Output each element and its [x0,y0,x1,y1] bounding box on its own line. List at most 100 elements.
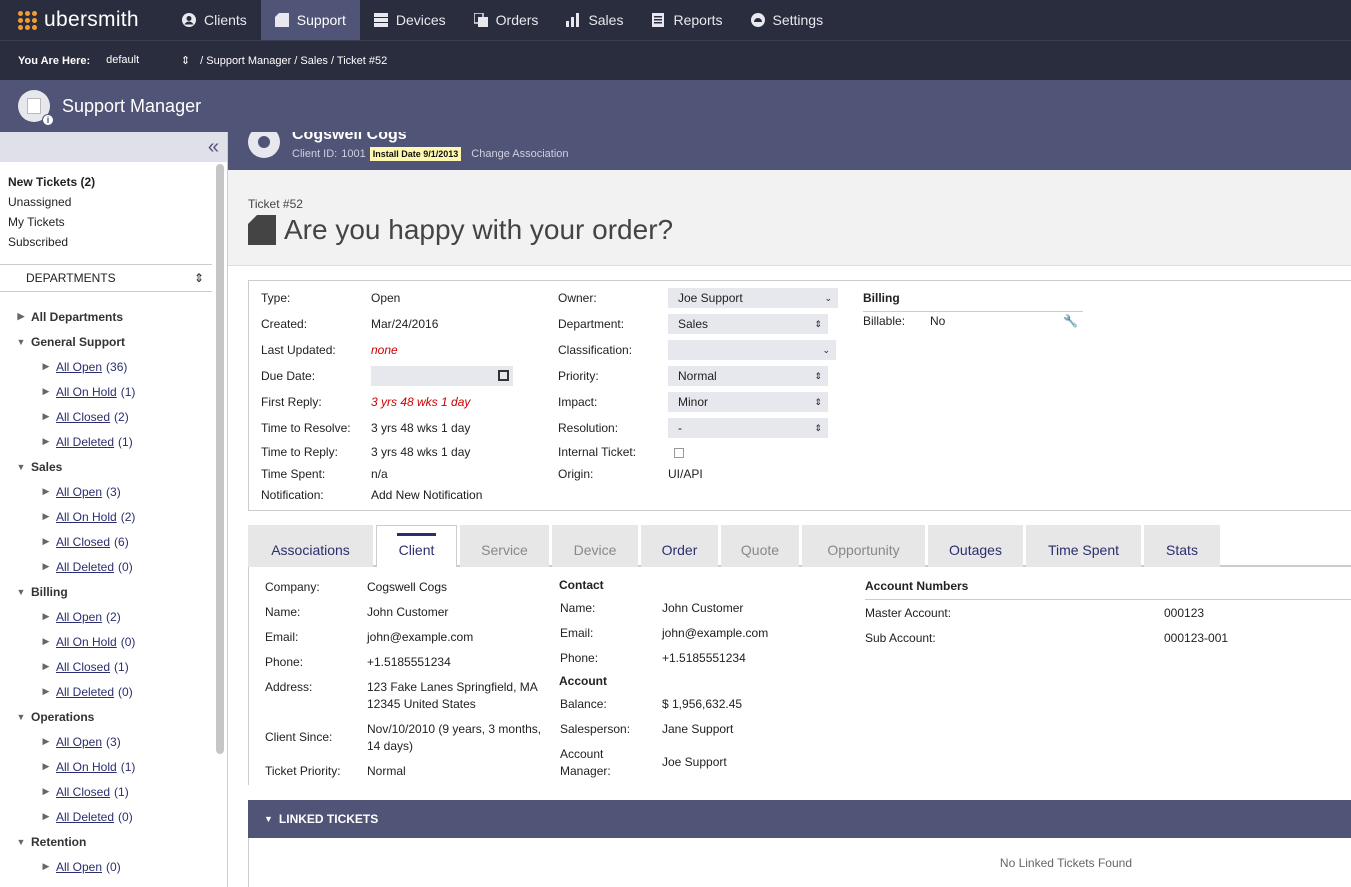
caret-right-icon[interactable]: ▶ [42,861,50,871]
tab-service[interactable]: Service [460,525,549,567]
name-label: Name: [265,605,301,619]
caret-right-icon[interactable]: ▶ [42,436,50,446]
priority-select[interactable]: Normal ⇕ [668,366,828,386]
caret-right-icon[interactable]: ▶ [42,661,50,671]
tree-department[interactable]: ▼ Sales [0,454,227,479]
caret-right-icon[interactable]: ▶ [42,686,50,696]
caret-right-icon[interactable]: ▶ [42,411,50,421]
company-link[interactable]: Cogswell Cogs [367,580,448,594]
queue-link[interactable]: All Deleted [56,809,115,824]
tab-stats[interactable]: Stats [1144,525,1220,567]
queue-link[interactable]: All Open [56,484,103,499]
queue-link[interactable]: All On Hold [56,509,117,524]
caret-right-icon[interactable]: ▶ [42,811,50,821]
add-notification-link[interactable]: Add New Notification [371,488,483,502]
owner-select[interactable]: Joe Support ⌄ [668,288,838,308]
sub-account-label: Sub Account: [865,631,936,645]
caret-right-icon[interactable]: ▶ [42,386,50,396]
tab-opportunity[interactable]: Opportunity [802,525,925,567]
classification-select[interactable]: ⌄ [668,340,836,360]
tab-associations[interactable]: Associations [248,525,373,567]
tab-device[interactable]: Device [552,525,638,567]
nav-devices[interactable]: Devices [360,0,460,40]
notification-label: Notification: [261,488,324,502]
time-to-reply-label: Time to Reply: [261,445,338,459]
sidebar-item-unassigned[interactable]: Unassigned [8,195,72,209]
nav-reports[interactable]: Reports [637,0,736,40]
tree-department[interactable]: ▼ Operations [0,704,227,729]
client-id-link[interactable]: 1001 [341,148,366,160]
linked-tickets-header[interactable]: ▼ LINKED TICKETS [248,800,1351,838]
breadcrumb-path[interactable]: / Support Manager / Sales / Ticket #52 [200,54,388,67]
queue-link[interactable]: All Open [56,859,103,874]
caret-right-icon[interactable]: ▶ [42,761,50,771]
queue-link[interactable]: All On Hold [56,634,117,649]
queue-link[interactable]: All Open [56,734,103,749]
tree-label: Sales [31,459,63,474]
tree-queue: ▶ All Open (2) [0,604,227,629]
impact-value: Minor [678,395,709,409]
ticket-number-link[interactable]: 52 [289,197,303,211]
caret-right-icon[interactable]: ▶ [42,636,50,646]
queue-link[interactable]: All Closed [56,409,111,424]
departments-select[interactable]: DEPARTMENTS ⇕ [0,264,212,292]
nav-orders[interactable]: Orders [460,0,553,40]
caret-right-icon[interactable]: ▶ [42,611,50,621]
nav-sales[interactable]: Sales [552,0,637,40]
caret-right-icon[interactable]: ▶ [42,786,50,796]
logo-dots-icon [18,10,37,30]
nav-support[interactable]: Support [260,0,360,40]
caret-right-icon[interactable]: ▶ [42,536,50,546]
tab-outages[interactable]: Outages [928,525,1023,567]
tree-department[interactable]: ▼ Retention [0,829,227,854]
tab-quote[interactable]: Quote [721,525,799,567]
collapse-sidebar-button[interactable]: « [0,132,227,162]
contact-email-link[interactable]: john@example.com [662,626,769,640]
calendar-icon[interactable] [498,370,509,381]
change-association-link[interactable]: Change Association [471,148,569,160]
sidebar-item-my-tickets[interactable]: My Tickets [8,215,65,229]
queue-link[interactable]: All Closed [56,534,111,549]
brand-select[interactable]: default ⇕ [106,54,190,67]
tab-label: Time Spent [1047,542,1120,558]
nav-clients[interactable]: Clients [168,0,261,40]
queue-link[interactable]: All Deleted [56,434,115,449]
caret-right-icon[interactable]: ▶ [42,511,50,521]
caret-right-icon[interactable]: ▶ [42,736,50,746]
queue-link[interactable]: All On Hold [56,759,117,774]
tree-department[interactable]: ▼ General Support [0,329,227,354]
queue-link[interactable]: All Closed [56,784,111,799]
tree-department[interactable]: ▼ Billing [0,579,227,604]
department-select[interactable]: Sales ⇕ [668,314,828,334]
queue-link[interactable]: All Closed [56,659,111,674]
wrench-icon[interactable]: 🔧 [1063,314,1078,328]
ubersmith-logo[interactable]: ubersmith [0,0,168,40]
queue-link[interactable]: All On Hold [56,384,117,399]
caret-right-icon[interactable]: ▶ [42,361,50,371]
caret-right-icon[interactable]: ▶ [42,486,50,496]
billable-value: No [930,314,946,328]
tree-all-departments[interactable]: ▶ All Departments [0,304,227,329]
queue-link[interactable]: All Deleted [56,559,115,574]
queue-link[interactable]: All Open [56,609,103,624]
sidebar-item-new-tickets[interactable]: New Tickets (2) [8,175,96,189]
nav-settings[interactable]: Settings [737,0,838,40]
queue-link[interactable]: All Open [56,359,103,374]
owner-label: Owner: [558,291,597,305]
email-link[interactable]: john@example.com [367,630,474,644]
master-account-value: 000123 [1164,606,1205,620]
impact-select[interactable]: Minor ⇕ [668,392,828,412]
sidebar-item-subscribed[interactable]: Subscribed [8,235,69,249]
tab-client[interactable]: Client [376,525,457,567]
caret-right-icon[interactable]: ▶ [42,561,50,571]
internal-ticket-checkbox[interactable] [674,448,684,458]
due-date-field[interactable] [371,366,513,386]
tab-time-spent[interactable]: Time Spent [1026,525,1141,567]
tab-order[interactable]: Order [641,525,718,567]
queue-link[interactable]: All Deleted [56,684,115,699]
resolution-select[interactable]: - ⇕ [668,418,828,438]
sidebar-scrollbar[interactable] [216,164,224,754]
tree-queue: ▶ All On Hold (0) [0,629,227,654]
ticket-number: Ticket #52 [248,197,1351,211]
tree-queue: ▶ All Open (3) [0,729,227,754]
